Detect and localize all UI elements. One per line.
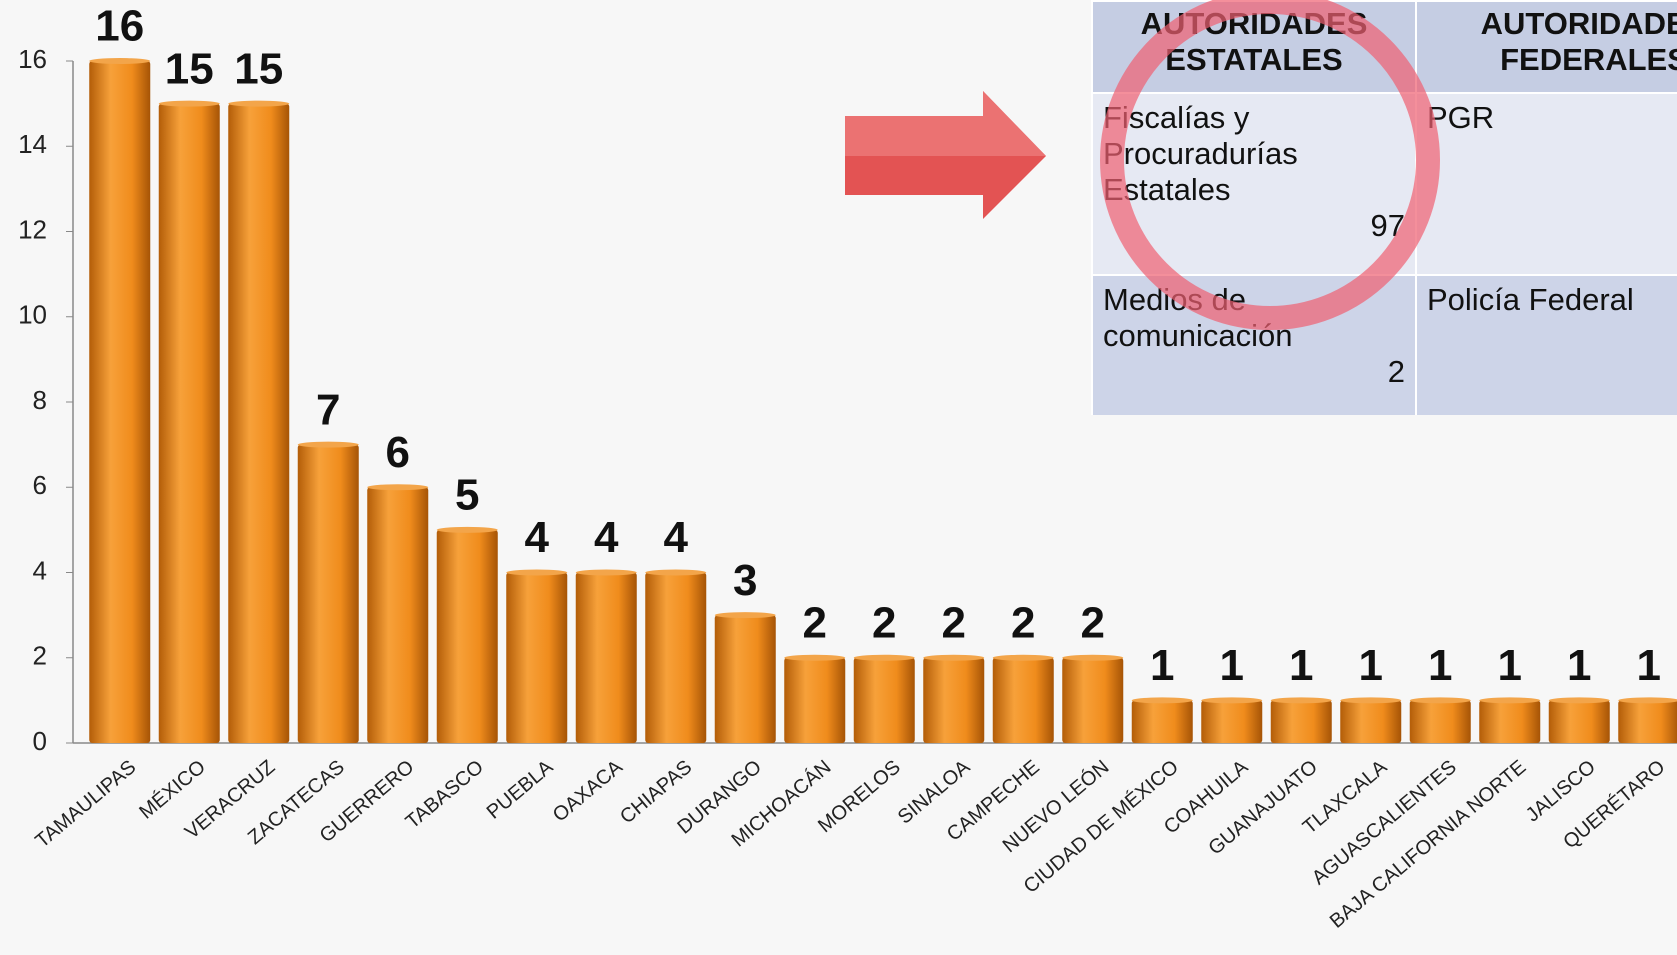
bar	[1131, 700, 1193, 743]
bar	[992, 657, 1054, 743]
value-label: 5	[455, 471, 479, 520]
value-label: 3	[733, 556, 757, 605]
bar	[1479, 700, 1541, 743]
cell-text: Policía Federal	[1427, 282, 1634, 317]
bar	[1409, 700, 1471, 743]
value-label: 1	[1637, 641, 1661, 690]
y-tick-label: 16	[18, 44, 47, 74]
bar-top	[367, 484, 429, 491]
bar-top	[853, 654, 915, 661]
bar-top	[506, 569, 568, 576]
bar	[506, 572, 568, 743]
bar	[1062, 657, 1124, 743]
cell-text: PGR	[1427, 100, 1495, 135]
y-tick-label: 8	[33, 385, 47, 415]
bar	[436, 529, 498, 743]
bar-top	[1548, 697, 1610, 704]
y-tick-label: 0	[33, 726, 47, 756]
bar-top	[1409, 697, 1471, 704]
cell: Medios de comunicación 2	[1091, 274, 1417, 415]
bar-top	[1618, 697, 1677, 704]
value-label: 2	[872, 598, 896, 647]
bar-top	[89, 58, 151, 64]
header: AUTORIDADES FEDERALES	[1415, 0, 1677, 94]
x-tick-label: PUEBLA	[483, 756, 558, 824]
value-label: 1	[1428, 641, 1452, 690]
value-label: 2	[942, 598, 966, 647]
bar-top	[228, 100, 290, 107]
bar	[1201, 700, 1263, 743]
bar-top	[923, 654, 985, 661]
x-tick-label: TAMAULIPAS	[31, 756, 140, 852]
value-label: 1	[1359, 641, 1383, 690]
bar	[784, 657, 846, 743]
bar-top	[436, 526, 498, 533]
bar-top	[1201, 697, 1263, 704]
value-label: 7	[316, 385, 340, 434]
cell-text: Medios de comunicación	[1103, 282, 1293, 353]
y-tick-label: 14	[18, 129, 47, 159]
bar-top	[1131, 697, 1193, 704]
x-tick-label: TABASCO	[402, 756, 488, 833]
bar	[1548, 700, 1610, 743]
bar-top	[992, 654, 1054, 661]
bar	[158, 103, 220, 743]
value-label: 4	[664, 513, 689, 562]
bar-top	[714, 612, 776, 619]
cell: PGR	[1415, 92, 1677, 276]
bar-top	[575, 569, 637, 576]
cell: Policía Federal	[1415, 274, 1677, 415]
value-label: 4	[594, 513, 619, 562]
y-tick-label: 12	[18, 214, 47, 244]
bar	[1618, 700, 1677, 743]
bar	[575, 572, 637, 743]
cell-value: 97	[1370, 208, 1405, 243]
cell-value: 2	[1387, 354, 1405, 389]
bar-top	[158, 100, 220, 107]
bar	[367, 487, 429, 743]
y-tick-label: 6	[33, 470, 47, 500]
bar	[923, 657, 985, 743]
bar-top	[1340, 697, 1402, 704]
value-label: 1	[1220, 641, 1244, 690]
bar	[297, 444, 359, 743]
cell-text: Fiscalías y Procuradurías Estatales	[1103, 100, 1298, 207]
bar	[1340, 700, 1402, 743]
bar	[1270, 700, 1332, 743]
bar-top	[1270, 697, 1332, 704]
bar	[228, 103, 290, 743]
value-label: 2	[1081, 598, 1105, 647]
bar-top	[1479, 697, 1541, 704]
value-label: 2	[803, 598, 827, 647]
table: AUTORIDADES ESTATALES AUTORIDADES FEDERA…	[1091, 0, 1677, 415]
value-label: 15	[165, 44, 214, 93]
value-label: 1	[1567, 641, 1591, 690]
bar	[89, 61, 151, 743]
y-tick-label: 10	[18, 300, 47, 330]
value-label: 1	[1498, 641, 1522, 690]
bar-top	[297, 441, 359, 448]
bar	[714, 615, 776, 743]
header: AUTORIDADES ESTATALES	[1091, 0, 1417, 94]
value-label: 1	[1150, 641, 1174, 690]
authorities-table: AUTORIDADES ESTATALES AUTORIDADES FEDERA…	[1091, 0, 1677, 415]
value-label: 4	[525, 513, 550, 562]
bar	[645, 572, 707, 743]
y-tick-label: 2	[33, 641, 47, 671]
y-tick-label: 4	[33, 555, 47, 585]
value-label: 6	[386, 428, 410, 477]
cell: Fiscalías y Procuradurías Estatales 97	[1091, 92, 1417, 276]
value-label: 15	[234, 44, 283, 93]
value-label: 16	[95, 2, 144, 51]
value-label: 2	[1011, 598, 1035, 647]
value-label: 1	[1289, 641, 1313, 690]
bar	[853, 657, 915, 743]
bar-top	[1062, 654, 1124, 661]
x-tick-label: OAXACA	[549, 756, 628, 827]
bar-top	[645, 569, 707, 576]
bar-top	[784, 654, 846, 661]
